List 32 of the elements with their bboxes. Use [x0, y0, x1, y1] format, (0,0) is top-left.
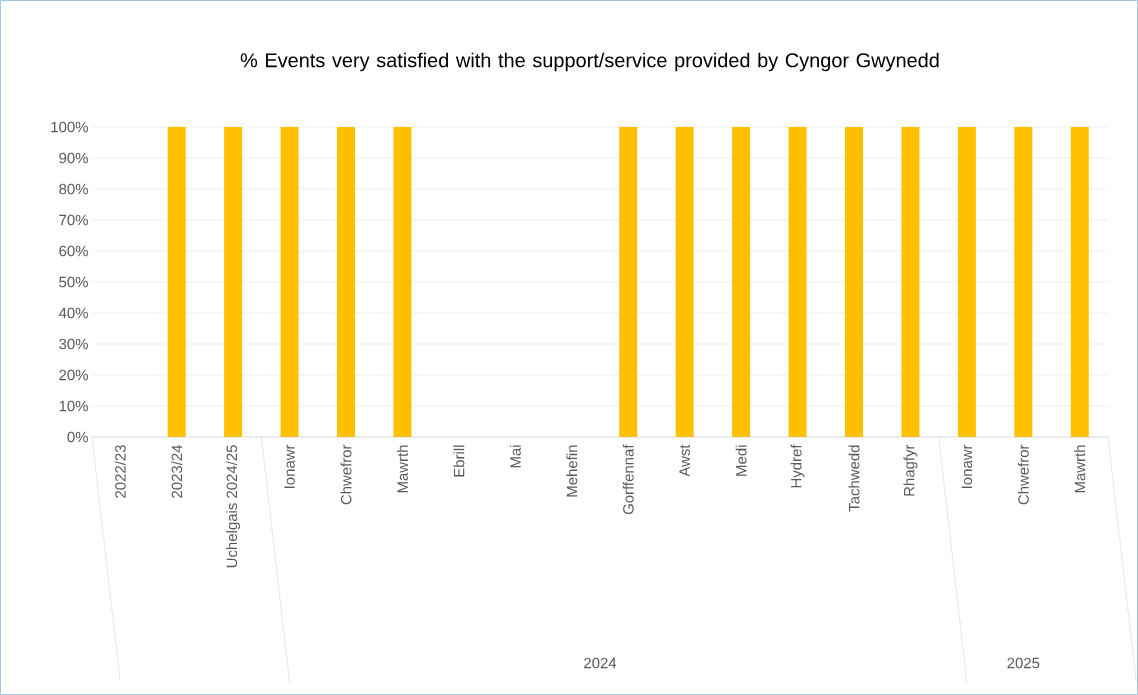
y-tick-label: 100% [51, 121, 88, 133]
x-tick-label: Mehefin [566, 445, 578, 497]
text: 2025 [1007, 657, 1040, 669]
y-tick-label: 20% [59, 369, 88, 381]
y-tick-label: 0% [67, 431, 88, 443]
y-tick-label: 30% [59, 338, 88, 350]
x-tick-label: Ebrill [453, 445, 465, 477]
x-tick-label: Mawrth [1074, 445, 1086, 493]
y-tick-label: 70% [59, 214, 88, 226]
y-tick-label: 40% [58, 307, 88, 319]
text: 2024 [584, 657, 617, 669]
x-tick-label: Rhagfyr [903, 444, 918, 496]
x-tick-label: Chwefror [1017, 444, 1029, 505]
x-tick-label: 2022/23 [114, 445, 126, 498]
y-tick-label: 10% [59, 400, 88, 412]
x-tick-label: Ionawr [284, 444, 295, 488]
x-tick-label: Hydref [790, 444, 805, 488]
x-tick-label: Chwefror [340, 444, 352, 505]
x-tick-label: 2023/24 [171, 444, 183, 498]
x-tick-label: Awst [679, 444, 690, 477]
x-tick-label: Ionawr [961, 444, 973, 488]
y-tick-label: 50% [59, 276, 88, 288]
x-tick-label: Uchelgais 2024/25 [226, 445, 241, 568]
y-tick-label: 60% [59, 245, 88, 257]
y-tick-label: 90% [59, 152, 88, 164]
y-tick-label: 80% [59, 183, 88, 195]
x-tick-label: Gorffennaf [622, 444, 634, 515]
x-tick-label: Medi [735, 445, 747, 476]
x-tick-label: Tachwedd [848, 445, 860, 512]
chart-title: % Events very satisfied with the support/service provided by Cyngor Gwynedd [240, 52, 939, 72]
x-tick-label: Mawrth [396, 445, 408, 493]
x-tick-label: Mai [509, 445, 521, 468]
